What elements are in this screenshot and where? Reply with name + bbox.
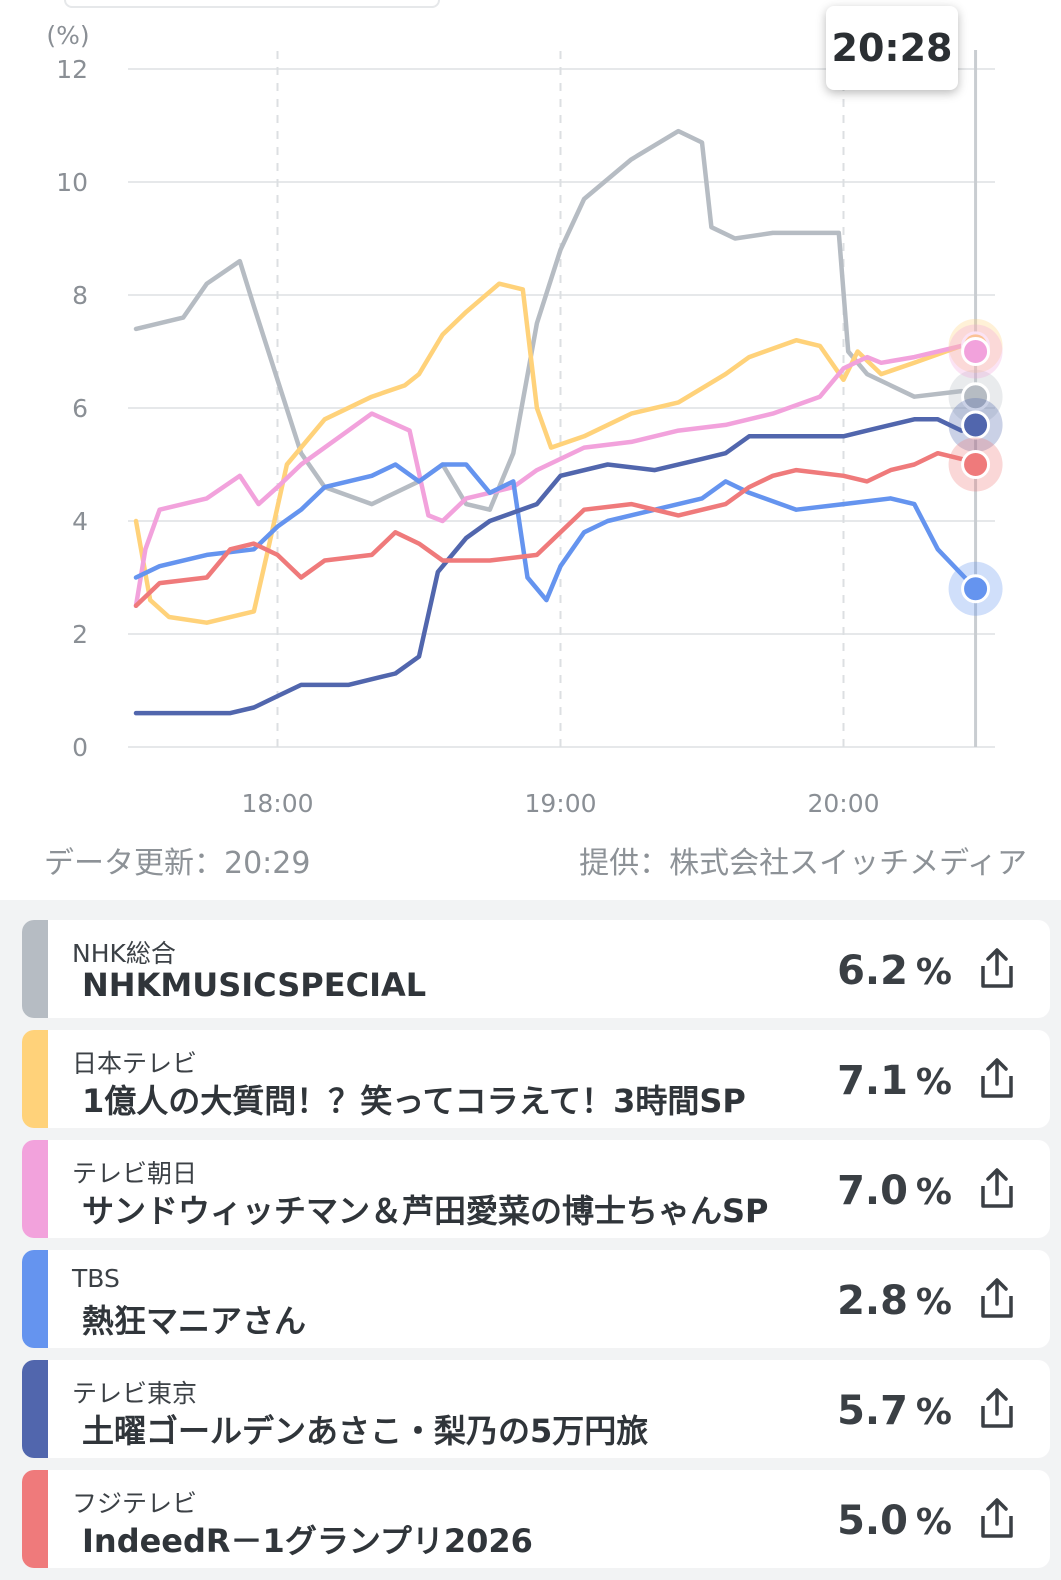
channel-color-bar <box>22 1140 48 1238</box>
station-name: TBS <box>72 1264 120 1293</box>
station-name: テレビ朝日 <box>72 1159 198 1188</box>
rating-value: 7.1% <box>837 1058 952 1104</box>
list-item[interactable]: フジテレビ IndeedR－1グランプリ2026 5.0% <box>22 1470 1050 1568</box>
series-end-point <box>961 450 991 479</box>
series-line <box>133 281 978 625</box>
share-icon[interactable] <box>974 946 1020 992</box>
series-line <box>133 343 978 609</box>
series-line <box>133 450 978 609</box>
series-line <box>133 462 978 603</box>
data-provider-label: 提供：株式会社スイッチメディア <box>579 846 1027 881</box>
series-end-point <box>961 337 991 366</box>
series-end-point <box>961 410 991 440</box>
channel-color-bar <box>22 1250 48 1348</box>
x-tick-label: 20:00 <box>807 789 879 818</box>
y-tick-label: 4 <box>72 507 88 536</box>
list-item[interactable]: テレビ朝日 サンドウィッチマン＆芦田愛菜の博士ちゃんSP 7.0% <box>22 1140 1050 1238</box>
rating-value: 7.0% <box>837 1168 952 1214</box>
series-end-point <box>961 574 991 604</box>
x-tick-label: 19:00 <box>524 789 596 818</box>
station-name: 日本テレビ <box>72 1049 198 1078</box>
program-title: 土曜ゴールデンあさこ・梨乃の5万円旅 <box>82 1412 649 1450</box>
program-title: IndeedR－1グランプリ2026 <box>82 1522 533 1560</box>
y-tick-label: 8 <box>72 281 88 310</box>
channel-color-bar <box>22 1030 48 1128</box>
station-name: フジテレビ <box>72 1489 198 1518</box>
series-line <box>133 417 978 716</box>
y-tick-label: 2 <box>72 620 88 649</box>
share-icon[interactable] <box>974 1386 1020 1432</box>
channel-color-bar <box>22 1470 48 1568</box>
data-updated-label: データ更新：20:29 <box>44 846 311 881</box>
rating-value: 6.2% <box>837 948 952 994</box>
x-tick-label: 18:00 <box>241 789 313 818</box>
station-name: NHK総合 <box>72 939 176 968</box>
share-icon[interactable] <box>974 1056 1020 1102</box>
list-item[interactable]: TBS 熱狂マニアさん 2.8% <box>22 1250 1050 1348</box>
rating-chart: 0 2 4 6 8 10 12 (%) 18:00 19:00 20:00 <box>46 21 1003 818</box>
program-title: 熱狂マニアさん <box>82 1302 307 1340</box>
y-unit-label: (%) <box>46 21 89 50</box>
share-icon[interactable] <box>974 1496 1020 1542</box>
y-tick-label: 0 <box>72 733 88 762</box>
channel-color-bar <box>22 920 48 1018</box>
y-tick-label: 10 <box>56 168 88 197</box>
program-title: 1億人の大質問！？笑ってコラえて！3時間SP <box>82 1082 746 1120</box>
station-name: テレビ東京 <box>72 1379 198 1408</box>
share-icon[interactable] <box>974 1276 1020 1322</box>
series-end-point <box>961 382 991 412</box>
channel-color-bar <box>22 1360 48 1458</box>
series-line <box>133 128 978 512</box>
list-item[interactable]: 日本テレビ 1億人の大質問！？笑ってコラえて！3時間SP 7.1% <box>22 1030 1050 1128</box>
program-list: NHK総合 NHKMUSICSPECIAL 6.2% 日本テレビ 1億人の大質問… <box>0 900 1061 1580</box>
list-item[interactable]: NHK総合 NHKMUSICSPECIAL 6.2% <box>22 920 1050 1018</box>
y-tick-label: 12 <box>56 55 88 84</box>
rating-value: 5.7% <box>837 1388 952 1434</box>
y-tick-label: 6 <box>72 394 88 423</box>
rating-value: 2.8% <box>837 1278 952 1324</box>
cursor-time-tooltip: 20:28 <box>826 6 958 90</box>
rating-value: 5.0% <box>837 1498 952 1544</box>
list-item[interactable]: テレビ東京 土曜ゴールデンあさこ・梨乃の5万円旅 5.7% <box>22 1360 1050 1458</box>
share-icon[interactable] <box>974 1166 1020 1212</box>
program-title: サンドウィッチマン＆芦田愛菜の博士ちゃんSP <box>82 1192 769 1230</box>
program-title: NHKMUSICSPECIAL <box>82 966 427 1004</box>
